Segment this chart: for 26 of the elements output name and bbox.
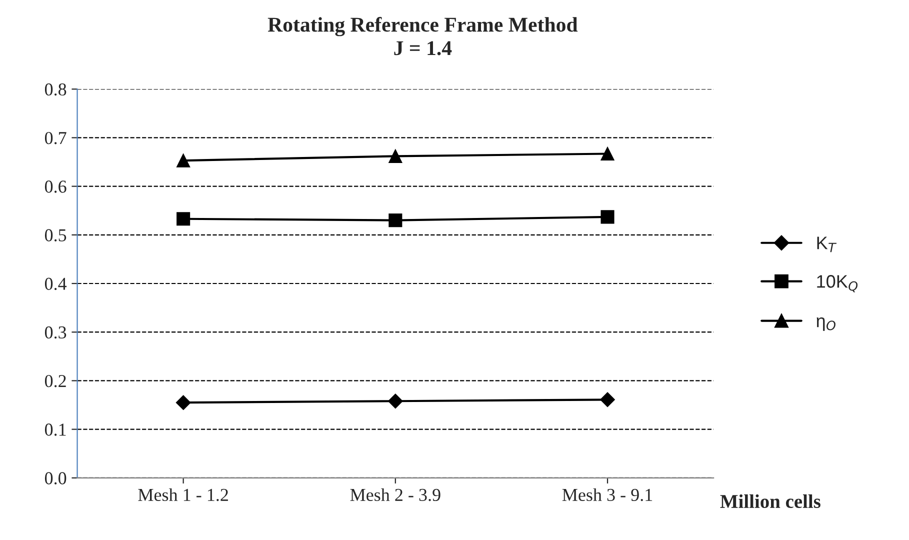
y-tick-label: 0.4 <box>44 278 67 290</box>
y-tick-label: 0.2 <box>44 374 66 388</box>
point <box>600 392 615 408</box>
point <box>388 149 402 163</box>
legend-label: η$_{O}$ <box>816 317 836 331</box>
legend-label: 10K$_{Q}$ <box>817 275 858 292</box>
point <box>388 214 402 228</box>
y-tick-label: 0.3 <box>44 326 66 339</box>
y-tick-label: 0.6 <box>44 180 66 193</box>
y-tick-label: 0.7 <box>44 132 66 144</box>
y-tick-label: 0.0 <box>44 472 66 484</box>
point <box>600 146 614 161</box>
x-axis-title: Million cells <box>720 494 820 508</box>
chart-title: Rotating Reference Frame Method J = 1.4 <box>268 16 578 56</box>
x-tick-label: Mesh 2 - 3.9 <box>350 488 440 502</box>
point <box>600 210 614 224</box>
x-tick-label: Mesh 1 - 1.2 <box>138 488 228 502</box>
point <box>176 395 191 410</box>
point <box>176 154 190 168</box>
y-tick-label: 0.1 <box>44 424 66 436</box>
y-tick-label: 0.5 <box>44 229 66 242</box>
point <box>176 212 190 226</box>
y-tick-label: 0.8 <box>44 83 66 96</box>
legend-label: K$_{T}$ <box>817 236 837 252</box>
point <box>388 394 403 409</box>
x-tick-label: Mesh 3 - 9.1 <box>562 488 652 502</box>
